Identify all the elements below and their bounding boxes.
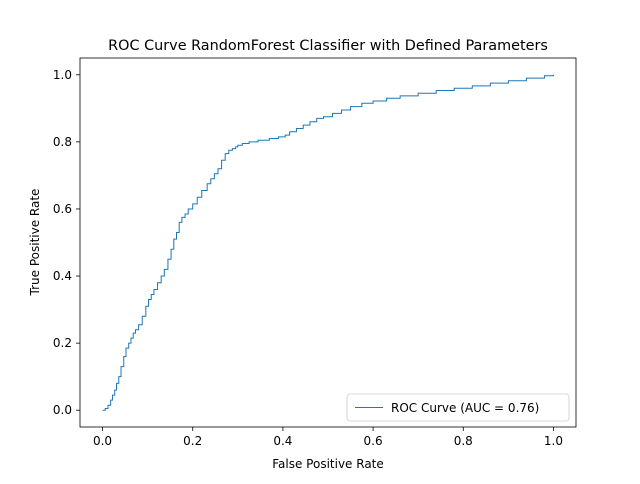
x-axis-ticks: 0.0 0.2 0.4 0.6 0.8 1.0 bbox=[93, 427, 563, 448]
y-axis-ticks: 0.0 0.2 0.4 0.6 0.8 1.0 bbox=[53, 68, 80, 417]
legend: ROC Curve (AUC = 0.76) bbox=[346, 393, 570, 422]
x-tick-label: 0.4 bbox=[273, 434, 292, 448]
plot-content bbox=[102, 74, 554, 411]
y-axis-label: True Positive Rate bbox=[28, 189, 42, 297]
y-tick-label: 0.0 bbox=[53, 403, 72, 417]
y-tick-label: 0.4 bbox=[53, 269, 72, 283]
x-tick-label: 0.0 bbox=[93, 434, 112, 448]
x-tick-label: 1.0 bbox=[544, 434, 563, 448]
chart-title: ROC Curve RandomForest Classifier with D… bbox=[108, 38, 548, 54]
roc-curve-line bbox=[102, 74, 554, 411]
y-tick-label: 0.6 bbox=[53, 202, 72, 216]
x-tick-label: 0.6 bbox=[364, 434, 383, 448]
legend-box bbox=[346, 393, 570, 422]
x-tick-label: 0.2 bbox=[183, 434, 202, 448]
x-axis-label: False Positive Rate bbox=[272, 457, 384, 471]
legend-label: ROC Curve (AUC = 0.76) bbox=[391, 401, 539, 415]
plot-frame bbox=[79, 57, 577, 428]
x-tick-label: 0.8 bbox=[454, 434, 473, 448]
y-tick-label: 0.8 bbox=[53, 135, 72, 149]
y-tick-label: 1.0 bbox=[53, 68, 72, 82]
y-tick-label: 0.2 bbox=[53, 336, 72, 350]
